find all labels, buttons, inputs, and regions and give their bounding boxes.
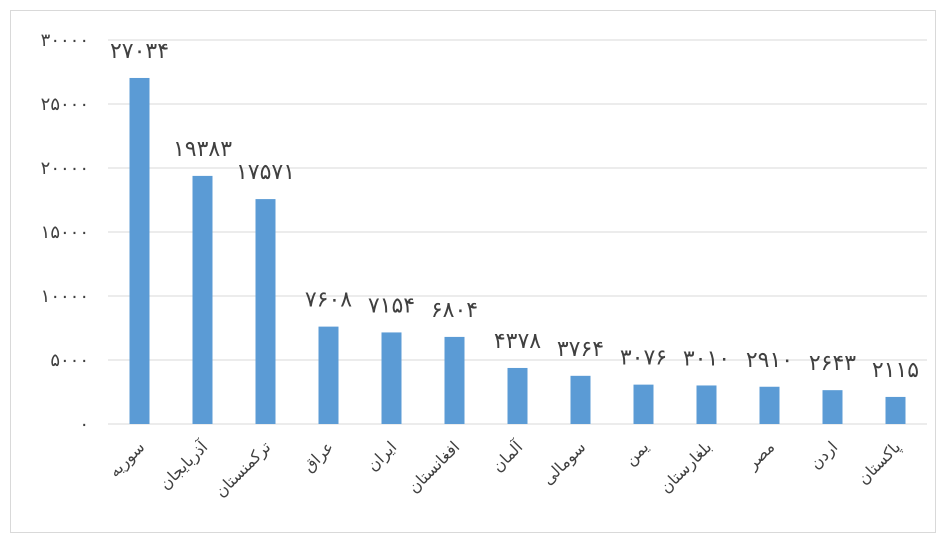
x-category-label: آلمان <box>487 436 527 476</box>
data-label: ۳۰۷۶ <box>620 346 667 371</box>
bar <box>822 390 843 424</box>
chart-frame: ۰ ۵۰۰۰ ۱۰۰۰۰ ۱۵۰۰۰ ۲۰۰۰۰ ۲۵۰۰۰ ۳۰۰۰۰ ۲۷۰۳۴ ۱۹۳۸… <box>10 10 936 533</box>
data-label: ۷۱۵۴ <box>368 293 415 318</box>
data-label: ۲۹۱۰ <box>746 348 793 373</box>
x-axis-category-labels: سوریه آذربایجان ترکمنستان عراق ایران افغانستا… <box>105 436 904 501</box>
y-tick-label: ۲۰۰۰۰ <box>41 158 89 179</box>
data-label: ۳۷۶۴ <box>557 337 604 362</box>
bar <box>444 336 465 424</box>
x-category-label: مصر <box>742 437 778 473</box>
y-tick-label: ۲۵۰۰۰ <box>41 94 89 115</box>
x-category-label: آذربایجان <box>155 436 213 494</box>
bars <box>129 77 906 425</box>
data-label: ۱۷۵۷۱ <box>236 160 295 185</box>
x-category-label: بلغارستان <box>656 437 715 496</box>
bar <box>633 384 654 424</box>
x-category-label: پاکستان <box>854 437 905 488</box>
data-label: ۴۳۷۸ <box>494 329 541 354</box>
data-label: ۱۹۳۸۳ <box>173 137 232 162</box>
y-tick-label: ۰ <box>79 414 89 435</box>
bar <box>696 385 717 424</box>
x-category-label: ترکمنستان <box>211 437 274 500</box>
data-label: ۶۸۰۴ <box>431 298 478 323</box>
x-category-label: اردن <box>806 437 841 472</box>
bar <box>759 386 780 424</box>
data-label: ۲۷۰۳۴ <box>110 39 169 64</box>
bar <box>192 175 213 424</box>
data-label: ۳۰۱۰ <box>683 346 730 371</box>
x-category-label: یمن <box>621 437 653 469</box>
x-category-label: افغانستان <box>404 437 463 496</box>
data-label: ۲۶۴۳ <box>809 351 856 376</box>
bar <box>381 332 402 424</box>
bar <box>885 396 906 424</box>
x-category-label: ایران <box>363 437 400 474</box>
data-label: ۲۱۱۵ <box>872 358 919 383</box>
y-tick-label: ۵۰۰۰ <box>50 350 89 371</box>
x-category-label: سومالی <box>538 437 589 488</box>
x-category-label: سوریه <box>105 437 148 480</box>
bar-chart: ۰ ۵۰۰۰ ۱۰۰۰۰ ۱۵۰۰۰ ۲۰۰۰۰ ۲۵۰۰۰ ۳۰۰۰۰ ۲۷۰۳۴ ۱۹۳۸… <box>41 30 927 501</box>
bar <box>318 326 339 424</box>
y-tick-label: ۳۰۰۰۰ <box>41 30 89 51</box>
bar <box>507 367 528 424</box>
gridlines <box>108 39 927 425</box>
bar <box>255 199 276 424</box>
y-tick-label: ۱۵۰۰۰ <box>41 222 89 243</box>
bar <box>129 77 150 425</box>
bar <box>570 375 591 424</box>
x-category-label: عراق <box>299 437 337 475</box>
data-label: ۷۶۰۸ <box>305 288 352 313</box>
y-tick-label: ۱۰۰۰۰ <box>41 286 89 307</box>
y-axis-tick-labels: ۰ ۵۰۰۰ ۱۰۰۰۰ ۱۵۰۰۰ ۲۰۰۰۰ ۲۵۰۰۰ ۳۰۰۰۰ <box>41 30 89 435</box>
